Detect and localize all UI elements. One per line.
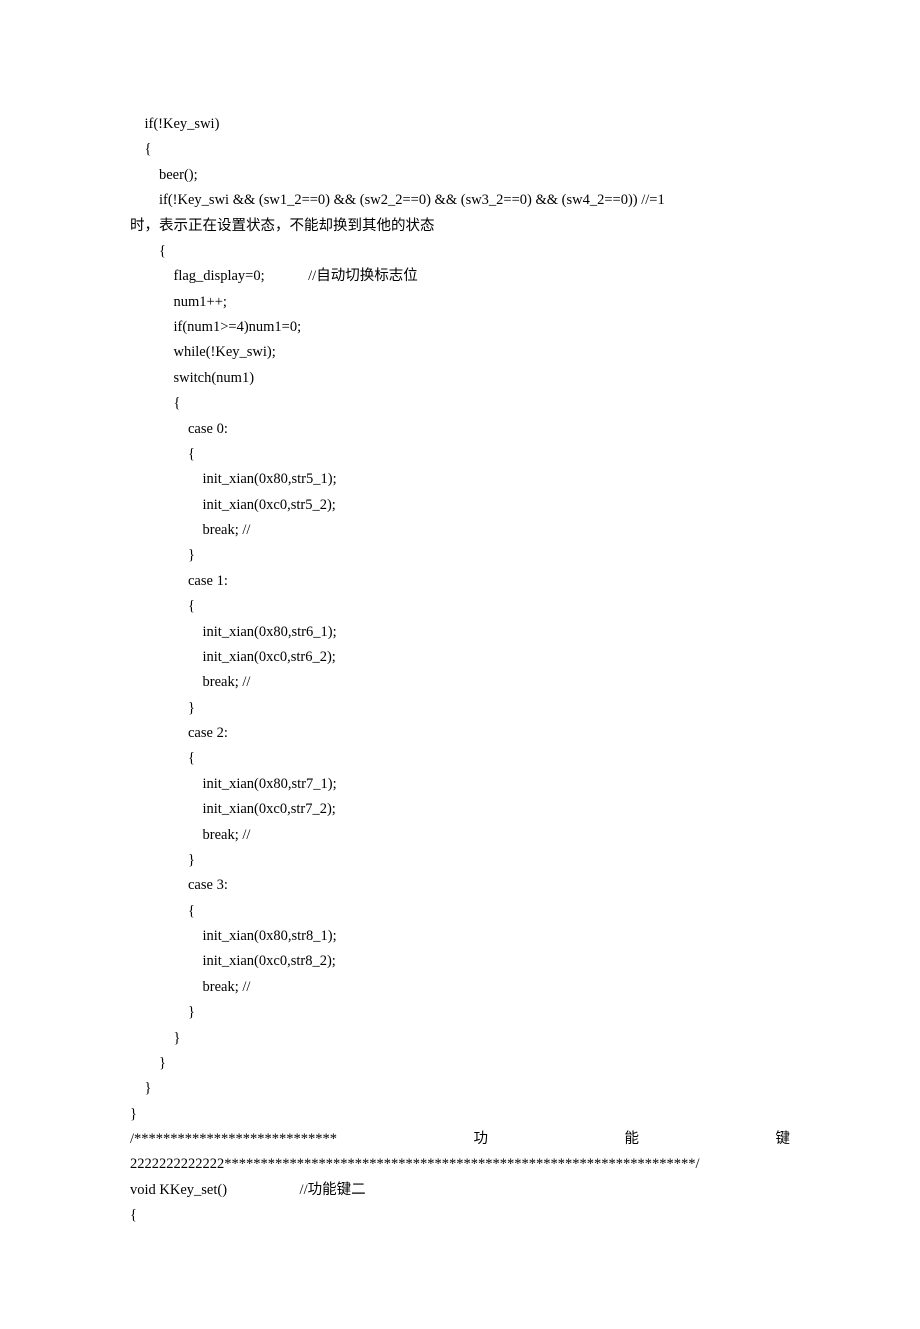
code-line: { (130, 442, 790, 467)
code-line: } (130, 1000, 790, 1025)
separator-part4: 键 (775, 1127, 790, 1152)
code-line: num1++; (130, 290, 790, 315)
code-line: while(!Key_swi); (130, 340, 790, 365)
code-line: break; // (130, 518, 790, 543)
code-line: case 1: (130, 569, 790, 594)
code-line: init_xian(0xc0,str8_2); (130, 949, 790, 974)
code-line: { (130, 746, 790, 771)
separator-comment-line2: 2222222222222***************************… (130, 1152, 790, 1177)
code-line: } (130, 1051, 790, 1076)
code-line: if(!Key_swi) (130, 112, 790, 137)
code-line: beer(); (130, 163, 790, 188)
code-line: break; // (130, 975, 790, 1000)
code-line: { (130, 391, 790, 416)
code-line: init_xian(0xc0,str7_2); (130, 797, 790, 822)
code-line: } (130, 1076, 790, 1101)
function-declaration: void KKey_set() //功能键二 (130, 1178, 790, 1203)
code-line: break; // (130, 670, 790, 695)
code-line: { (130, 239, 790, 264)
code-line: break; // (130, 823, 790, 848)
code-line: switch(num1) (130, 366, 790, 391)
code-line: } (130, 1102, 790, 1127)
code-line: init_xian(0xc0,str5_2); (130, 493, 790, 518)
code-line: } (130, 696, 790, 721)
code-line: init_xian(0x80,str5_1); (130, 467, 790, 492)
code-line: init_xian(0x80,str6_1); (130, 620, 790, 645)
code-line: if(!Key_swi && (sw1_2==0) && (sw2_2==0) … (130, 188, 790, 213)
code-line: flag_display=0; //自动切换标志位 (130, 264, 790, 289)
code-wrap-line: 时，表示正在设置状态，不能却换到其他的状态 (130, 214, 790, 239)
separator-part1: /**************************** (130, 1127, 337, 1152)
code-line: if(num1>=4)num1=0; (130, 315, 790, 340)
code-line: } (130, 1026, 790, 1051)
separator-part2: 功 (474, 1127, 489, 1152)
code-line: } (130, 848, 790, 873)
separator-comment-line1: /**************************** 功 能 键 (130, 1127, 790, 1152)
code-line: { (130, 899, 790, 924)
code-line: case 0: (130, 417, 790, 442)
code-line: } (130, 543, 790, 568)
code-line: case 2: (130, 721, 790, 746)
function-open-brace: { (130, 1203, 790, 1228)
separator-part3: 能 (625, 1127, 640, 1152)
code-line: init_xian(0xc0,str6_2); (130, 645, 790, 670)
code-line: case 3: (130, 873, 790, 898)
code-line: init_xian(0x80,str7_1); (130, 772, 790, 797)
code-line: { (130, 137, 790, 162)
code-line: init_xian(0x80,str8_1); (130, 924, 790, 949)
code-line: { (130, 594, 790, 619)
document-page: if(!Key_swi) { beer(); if(!Key_swi && (s… (0, 0, 920, 1329)
